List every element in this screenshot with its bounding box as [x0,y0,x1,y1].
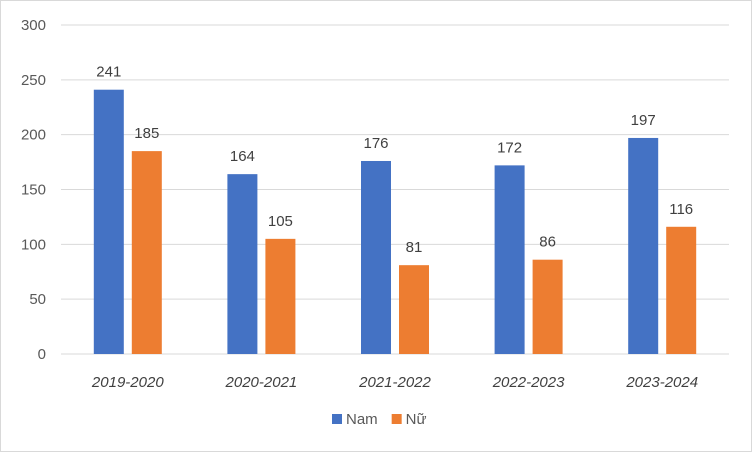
y-axis-ticks: 0 50 100 150 200 250 300 [21,17,46,363]
x-tick-label: 2022-2023 [492,374,565,391]
y-tick-label: 100 [21,236,46,253]
legend: Nam Nữ [332,411,427,428]
data-label: 81 [406,239,423,256]
bar-nam-2019-2020 [93,89,124,354]
data-label: 172 [497,139,522,156]
bar-nam-2020-2021 [227,174,258,354]
bar-nu-2020-2021 [265,238,296,354]
bar-nu-2023-2024 [666,226,697,354]
bar-nam-2022-2023 [494,165,525,354]
y-tick-label: 50 [29,291,46,308]
x-tick-label: 2019-2020 [91,374,164,391]
y-tick-label: 0 [38,346,46,363]
x-tick-label: 2023-2024 [625,374,698,391]
data-label: 241 [96,64,121,81]
x-axis-ticks: 2019-2020 2020-2021 2021-2022 2022-2023 2023… [91,374,698,391]
bar-nu-2021-2022 [399,265,429,354]
legend-label: Nữ [406,411,427,428]
bar-nam-2021-2022 [361,160,391,354]
data-label: 185 [134,125,159,142]
x-tick-label: 2021-2022 [358,374,431,391]
y-tick-label: 200 [21,127,46,144]
data-labels: 241 185 164 105 176 81 172 86 197 116 [96,64,693,256]
bars [93,89,697,354]
legend-swatch [391,414,402,424]
y-tick-label: 150 [21,182,46,199]
data-label: 116 [669,201,693,218]
y-tick-label: 300 [21,17,46,34]
bar-nu-2019-2020 [131,151,162,354]
data-label: 176 [363,135,388,152]
y-tick-label: 250 [21,72,46,89]
bar-nam-2023-2024 [628,137,659,354]
data-label: 105 [268,213,293,230]
data-label: 164 [230,148,255,165]
legend-label: Nam [346,411,378,428]
legend-swatch [332,414,342,424]
x-tick-label: 2020-2021 [225,374,298,391]
data-label: 197 [631,112,656,129]
bar-nu-2022-2023 [532,259,563,354]
gridlines [61,24,729,355]
data-label: 86 [539,234,556,251]
